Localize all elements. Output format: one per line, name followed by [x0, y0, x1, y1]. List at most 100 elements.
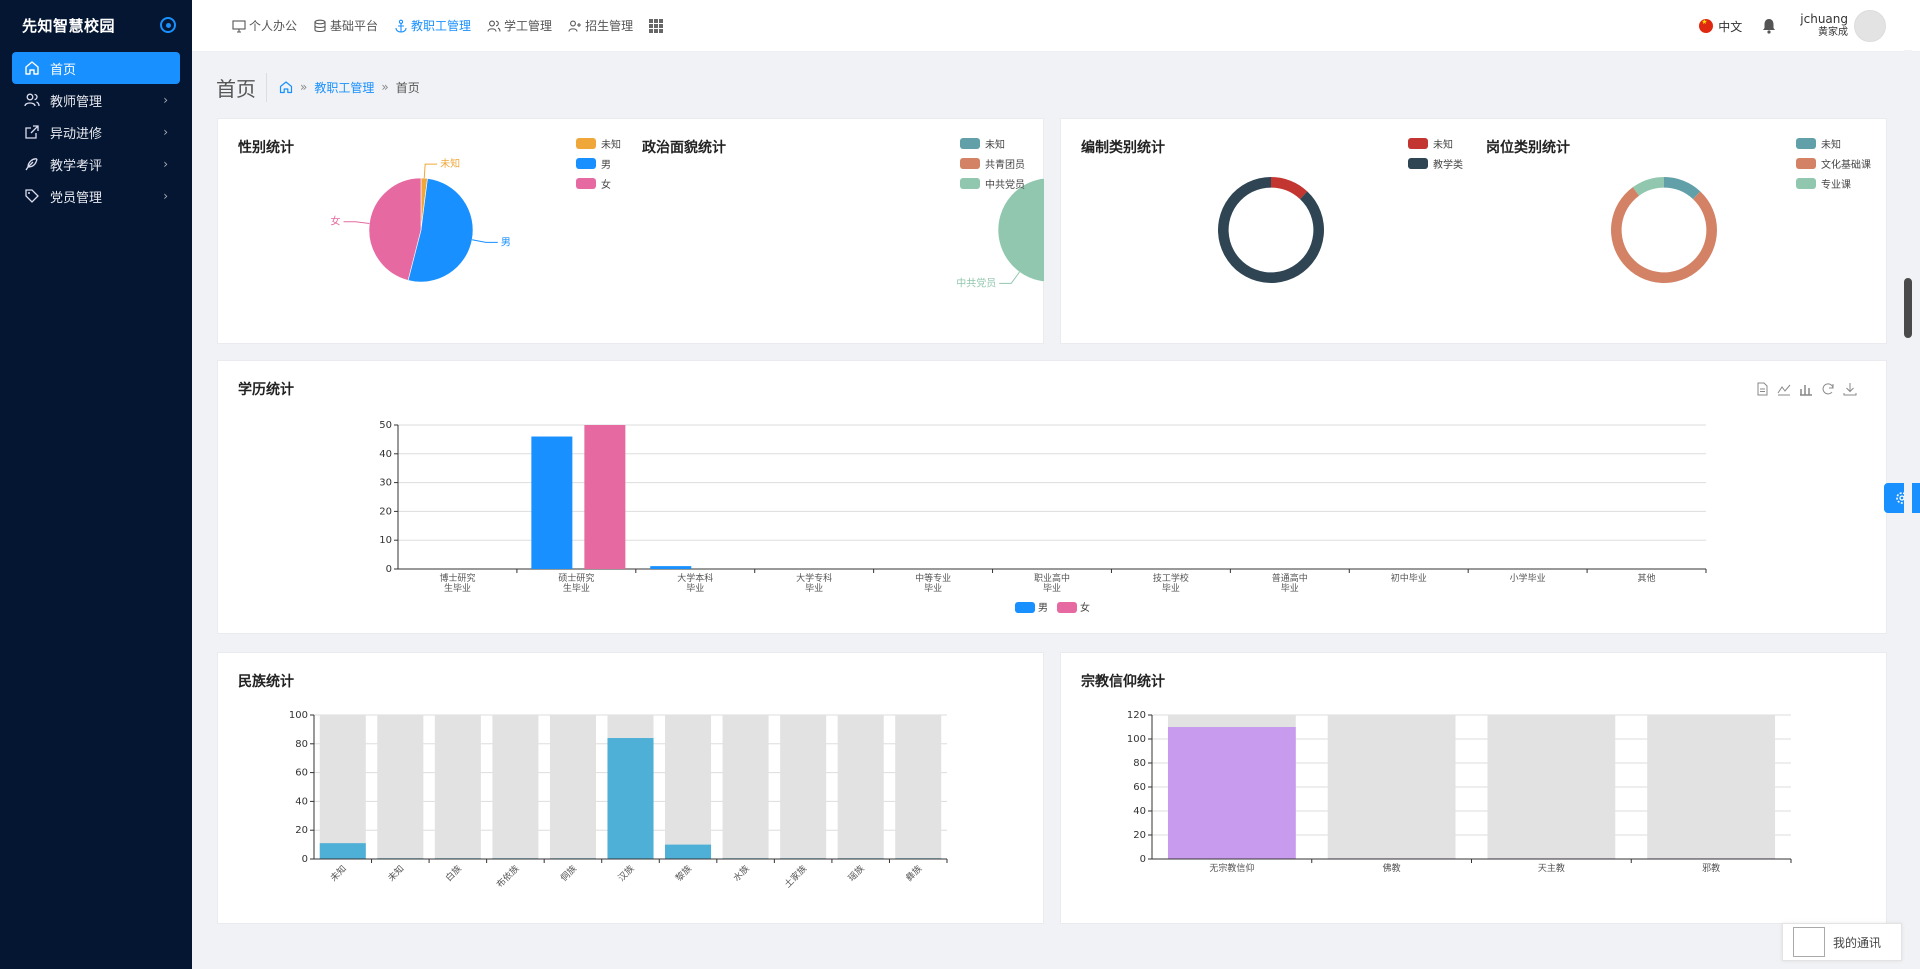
home-icon[interactable] [279, 80, 293, 94]
legend-item[interactable]: 中共党员 [960, 173, 1025, 193]
download-icon[interactable] [1842, 381, 1858, 397]
legend-swatch [960, 177, 980, 189]
language-label: 中文 [1718, 19, 1743, 34]
legend-item[interactable]: 共青团员 [960, 153, 1025, 173]
settings-float-button[interactable] [1884, 483, 1920, 513]
sidebar-item-evaluation[interactable]: 教学考评 › [12, 148, 180, 180]
bar-chart-icon[interactable] [1798, 381, 1814, 397]
gender-legend: 未知男女 [576, 133, 621, 193]
sidebar-item-label: 教师管理 [50, 94, 103, 110]
language-switcher[interactable]: 中文 [1699, 18, 1742, 35]
pie-slice [997, 178, 1044, 282]
messenger-label: 我的通讯 [1833, 935, 1882, 950]
legend-swatch [576, 157, 596, 169]
user-realname: 黄家成 [1818, 27, 1848, 38]
legend-label: 专业课 [1821, 179, 1851, 191]
legend-item[interactable]: 文化基础课 [1796, 153, 1871, 173]
sidebar-item-home[interactable]: 首页 [12, 52, 180, 84]
page-title: 首页 [216, 72, 267, 102]
x-tick-label: 水族 [730, 863, 751, 884]
pie-slice [1218, 177, 1324, 283]
breadcrumb-staff-management[interactable]: 教职工管理 [314, 80, 375, 95]
legend-item[interactable]: 未知 [1796, 133, 1871, 153]
sidebar-item-transfer[interactable]: 异动进修 › [12, 116, 180, 148]
topbar: 个人办公 基础平台 教职工管理 学工管理 招生管理 中文 jchuang [192, 0, 1920, 52]
x-tick-label: 彝族 [903, 863, 924, 884]
education-bar-chart: 01020304050博士研究生毕业硕士研究生毕业大学本科毕业大学专科毕业中等专… [379, 420, 1707, 614]
grid-icon [649, 18, 664, 33]
topnav-student-management[interactable]: 学工管理 [487, 17, 552, 34]
bar-background [434, 715, 481, 859]
pie-slice [407, 178, 474, 283]
legend-swatch [1408, 157, 1428, 169]
legend-label: 文化基础课 [1821, 159, 1871, 171]
bar-background [837, 715, 884, 859]
topnav-staff-management[interactable]: 教职工管理 [394, 17, 471, 34]
topnav-label: 学工管理 [504, 19, 553, 33]
staffing-chart-title: 编制类别统计 [1081, 140, 1165, 156]
brand-title: 先知智慧校园 [22, 16, 116, 35]
x-tick-label: 生毕业 [444, 582, 471, 594]
legend-item[interactable]: 教学类 [1408, 153, 1463, 173]
breadcrumb-current: 首页 [395, 80, 420, 95]
bar-background [665, 715, 712, 859]
legend-item[interactable]: 女 [576, 173, 621, 193]
bar-background [780, 715, 827, 859]
legend-swatch [576, 137, 596, 149]
topnav-base-platform[interactable]: 基础平台 [313, 17, 378, 34]
y-tick-label: 60 [1133, 782, 1146, 793]
bar [531, 436, 573, 569]
bar [1167, 727, 1296, 859]
y-tick-label: 120 [1127, 710, 1146, 721]
topnav-admission-management[interactable]: 招生管理 [568, 17, 633, 34]
topnav-label: 个人办公 [249, 19, 298, 33]
refresh-icon[interactable] [1820, 381, 1836, 397]
x-tick-label: 毕业 [805, 582, 823, 594]
user-info[interactable]: jchuang 黄家成 [1800, 12, 1848, 40]
chart-toolbox [1748, 381, 1858, 397]
feather-icon [25, 158, 38, 171]
x-tick-label: 大学专科 [796, 572, 832, 584]
messenger-widget[interactable]: 我的通讯 [1782, 923, 1902, 961]
legend-item[interactable]: 未知 [960, 133, 1025, 153]
chevron-right-icon: › [163, 125, 168, 139]
x-tick-label: 布依族 [494, 863, 522, 891]
legend-swatch [1057, 602, 1077, 613]
scrollbar[interactable] [1904, 50, 1912, 969]
collapse-toggle-icon[interactable] [160, 17, 176, 33]
home-icon [25, 61, 39, 75]
legend-swatch [1408, 137, 1428, 149]
x-tick-label: 佛教 [1383, 862, 1401, 874]
bell-icon[interactable] [1760, 17, 1778, 35]
tag-icon [25, 189, 39, 203]
sidebar-item-party[interactable]: 党员管理 › [12, 180, 180, 212]
x-tick-label: 生毕业 [563, 582, 590, 594]
apps-grid-button[interactable] [649, 18, 664, 33]
sidebar-item-teacher-management[interactable]: 教师管理 › [12, 84, 180, 116]
topnav-personal-office[interactable]: 个人办公 [232, 17, 297, 34]
x-tick-label: 毕业 [1281, 582, 1299, 594]
legend-item[interactable]: 男 [576, 153, 621, 173]
position-donut-chart [1611, 177, 1717, 283]
line-chart-icon[interactable] [1776, 381, 1792, 397]
legend-label: 未知 [985, 139, 1005, 151]
data-view-icon[interactable] [1754, 381, 1770, 397]
legend-item[interactable]: 未知 [576, 133, 621, 153]
legend-label: 男 [601, 159, 611, 171]
pie-label: 中共党员 [956, 276, 996, 289]
x-tick-label: 毕业 [1043, 582, 1061, 594]
scrollbar-thumb[interactable] [1904, 278, 1912, 338]
x-tick-label: 天主教 [1538, 862, 1565, 874]
avatar[interactable] [1854, 10, 1886, 42]
x-tick-label: 汉族 [615, 863, 636, 884]
x-tick-label: 中等专业 [915, 572, 951, 584]
legend-item[interactable]: 未知 [1408, 133, 1463, 153]
bar [584, 425, 626, 569]
legend-label: 中共党员 [985, 179, 1025, 191]
y-tick-label: 100 [1127, 734, 1146, 745]
chevron-right-icon: › [163, 93, 168, 107]
politics-chart-title: 政治面貌统计 [642, 140, 726, 156]
legend-item[interactable]: 专业课 [1796, 173, 1871, 193]
pie-label: 未知 [440, 157, 460, 170]
ethnic-chart-title: 民族统计 [238, 674, 294, 690]
